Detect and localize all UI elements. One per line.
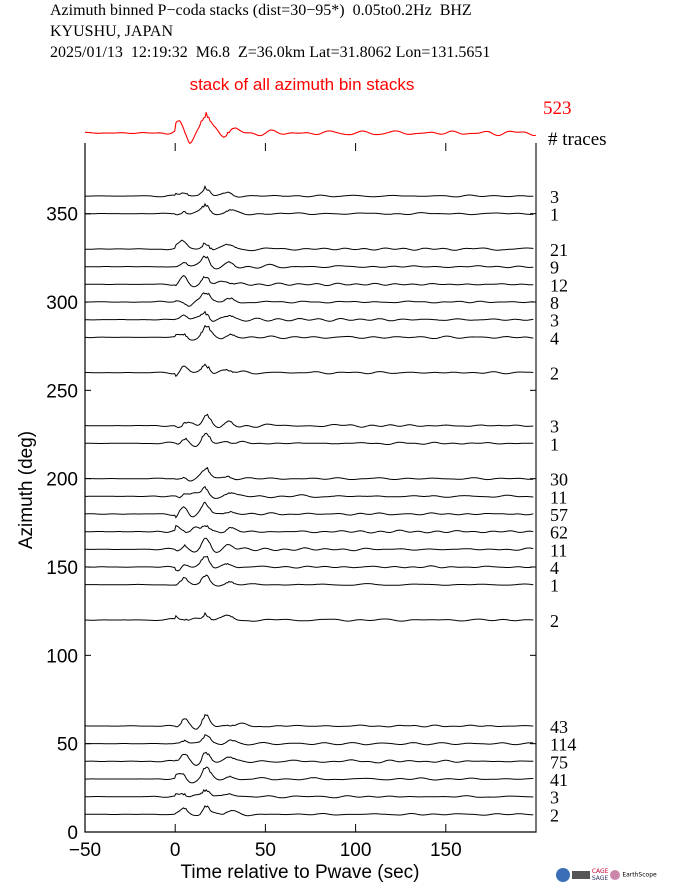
x-tick-label: 150 xyxy=(430,840,462,861)
trace-count: 8 xyxy=(550,293,559,313)
trace-az-310 xyxy=(85,275,534,288)
count-header: # traces xyxy=(548,129,607,150)
trace-az-60 xyxy=(85,713,534,730)
trace-count: 41 xyxy=(550,770,568,790)
trace-az-280 xyxy=(85,324,534,341)
trace-az-320 xyxy=(85,255,534,270)
header-region: KYUSHU, JAPAN xyxy=(50,23,173,40)
y-tick-label: 150 xyxy=(46,558,78,579)
trace-count: 12 xyxy=(550,275,568,295)
sponsor-logos: CAGE SAGE EarthScope xyxy=(556,868,674,890)
trace-az-230 xyxy=(85,413,534,429)
x-axis-label: Time relative to Pwave (sec) xyxy=(181,862,420,883)
stack-trace xyxy=(84,112,536,145)
trace-az-220 xyxy=(85,432,534,448)
trace-az-170 xyxy=(85,524,534,534)
trace-count: 1 xyxy=(550,434,559,454)
y-tick-label: 100 xyxy=(46,646,78,667)
trace-count: 57 xyxy=(550,505,568,525)
trace-count: 2 xyxy=(550,611,559,631)
trace-count: 3 xyxy=(550,417,559,437)
y-tick-label: 50 xyxy=(57,735,78,756)
earthscope-text: EarthScope xyxy=(622,871,657,879)
trace-count: 3 xyxy=(550,788,559,808)
trace-az-260 xyxy=(84,363,534,378)
trace-az-150 xyxy=(84,555,534,572)
trace-count: 2 xyxy=(550,364,559,384)
x-tick-label: −50 xyxy=(69,840,101,861)
trace-az-20 xyxy=(85,788,534,799)
cage-text: CAGE xyxy=(591,868,609,875)
trace-count: 11 xyxy=(550,487,567,507)
trace-az-30 xyxy=(85,766,534,784)
trace-az-50 xyxy=(85,734,534,746)
trace-count: 4 xyxy=(550,328,559,348)
trace-count: 62 xyxy=(550,523,568,543)
trace-az-300 xyxy=(85,292,534,307)
stack-label: stack of all azimuth bin stacks xyxy=(190,75,415,94)
x-tick-label: 0 xyxy=(170,840,181,861)
trace-count: 30 xyxy=(550,470,568,490)
trace-count: 114 xyxy=(550,735,576,755)
trace-az-180 xyxy=(85,501,534,519)
trace-count: 9 xyxy=(550,258,559,278)
x-tick-label: 100 xyxy=(340,840,372,861)
trace-az-350 xyxy=(85,202,534,216)
trace-count: 3 xyxy=(550,187,559,207)
y-tick-label: 350 xyxy=(46,205,78,226)
y-tick-label: 0 xyxy=(67,823,78,844)
trace-count: 3 xyxy=(550,311,559,331)
trace-count: 21 xyxy=(550,240,568,260)
trace-count: 1 xyxy=(550,205,559,225)
x-tick-label: 50 xyxy=(255,840,276,861)
trace-count: 43 xyxy=(550,717,568,737)
trace-count: 4 xyxy=(550,558,559,578)
trace-count: 2 xyxy=(550,805,559,825)
trace-az-330 xyxy=(85,239,534,252)
trace-az-360 xyxy=(85,185,534,198)
header-title: Azimuth binned P−coda stacks (dist=30−95… xyxy=(50,2,472,19)
y-tick-label: 300 xyxy=(46,293,78,314)
trace-az-140 xyxy=(84,574,534,587)
trace-az-40 xyxy=(84,751,534,766)
trace-count: 11 xyxy=(550,540,567,560)
y-tick-label: 250 xyxy=(46,381,78,402)
trace-az-190 xyxy=(84,485,534,499)
stack-count: 523 xyxy=(543,98,572,119)
trace-az-160 xyxy=(84,537,534,553)
earthscope-logo-icon xyxy=(610,870,621,880)
agency-logo-icon xyxy=(571,871,590,879)
sage-text: SAGE xyxy=(591,875,609,882)
trace-az-120 xyxy=(85,611,534,622)
y-axis-label: Azimuth (deg) xyxy=(16,431,37,549)
trace-az-200 xyxy=(84,466,534,482)
y-tick-label: 200 xyxy=(46,470,78,491)
header-event: 2025/01/13 12:19:32 M6.8 Z=36.0km Lat=31… xyxy=(50,44,491,61)
trace-count: 1 xyxy=(550,576,559,596)
trace-az-290 xyxy=(84,310,534,322)
nsf-logo-icon xyxy=(556,868,570,882)
trace-count: 75 xyxy=(550,752,568,772)
plot-frame xyxy=(84,143,537,833)
trace-az-10 xyxy=(85,805,534,817)
